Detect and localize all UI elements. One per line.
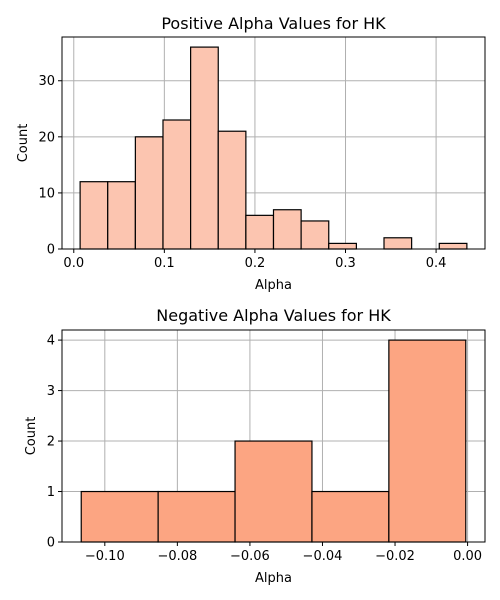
histogram-bar (190, 46, 219, 250)
y-tick-label: 30 (38, 74, 55, 89)
y-axis-label: Count (24, 417, 39, 456)
x-tick-label: 0.2 (245, 256, 266, 271)
histogram-bar (311, 490, 390, 543)
histogram-bar (157, 490, 236, 543)
x-axis-label: Alpha (255, 278, 292, 293)
histogram-bar (162, 119, 192, 250)
plot-frame (61, 36, 486, 250)
histogram-bar (388, 339, 467, 543)
chart-title: Negative Alpha Values for HK (156, 306, 391, 325)
y-tick-label: 20 (38, 130, 55, 145)
x-tick-label: 0.1 (154, 256, 175, 271)
x-axis-label: Alpha (255, 571, 292, 586)
y-axis-label: Count (16, 124, 31, 163)
y-tick-label: 4 (47, 334, 55, 349)
y-tick-label: 0 (47, 536, 55, 551)
y-tick-label: 2 (47, 435, 55, 450)
y-tick-label: 0 (47, 243, 55, 258)
x-tick-label: 0.0 (63, 256, 84, 271)
x-tick-label: −0.02 (375, 549, 415, 564)
y-tick-label: 1 (47, 485, 55, 500)
x-tick-label: −0.10 (85, 549, 125, 564)
positive-alpha-histogram: Positive Alpha Values for HK Alpha Count… (16, 14, 486, 293)
ticks: 0.0 0.1 0.2 0.3 0.4 0 10 20 30 (38, 74, 446, 271)
x-tick-label: 0.4 (426, 256, 447, 271)
histogram-bar (217, 130, 247, 250)
histogram-bar (383, 237, 413, 250)
bars (79, 46, 468, 250)
y-tick-label: 3 (47, 384, 55, 399)
histogram-bar (79, 181, 109, 250)
bars (80, 339, 467, 543)
histogram-bar (80, 490, 159, 543)
histogram-bar (107, 181, 136, 250)
plot-frame (61, 329, 486, 543)
histogram-bar (438, 242, 468, 250)
histogram-bar (272, 209, 302, 250)
x-tick-label: −0.04 (303, 549, 343, 564)
negative-alpha-histogram: Negative Alpha Values for HK Alpha Count… (24, 306, 486, 586)
x-tick-label: 0.3 (335, 256, 356, 271)
histogram-bar (234, 440, 313, 543)
x-tick-label: −0.06 (230, 549, 270, 564)
histogram-bar (328, 242, 357, 250)
x-tick-label: 0.00 (453, 549, 482, 564)
x-tick-label: −0.08 (157, 549, 197, 564)
chart-title: Positive Alpha Values for HK (161, 14, 386, 33)
histogram-bar (300, 220, 330, 250)
histogram-bar (134, 136, 164, 250)
y-tick-label: 10 (38, 186, 55, 201)
histogram-bar (245, 214, 275, 250)
ticks: −0.10 −0.08 −0.06 −0.04 −0.02 0.00 0 1 2 3 4 (47, 334, 482, 564)
